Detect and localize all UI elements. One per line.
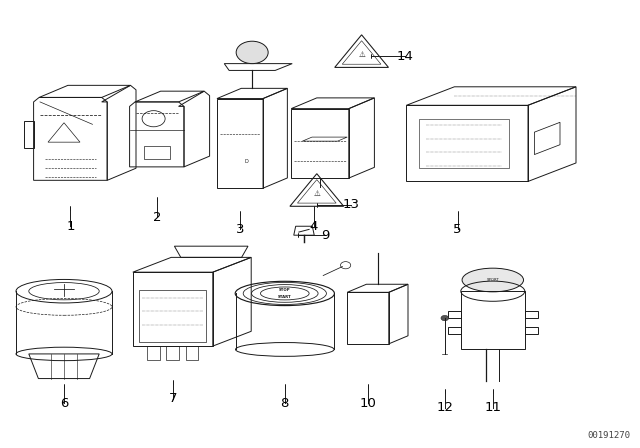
Circle shape xyxy=(236,41,268,64)
Text: ⚠: ⚠ xyxy=(314,189,320,198)
Text: 10: 10 xyxy=(360,396,376,410)
Text: 2: 2 xyxy=(152,211,161,224)
Text: 11: 11 xyxy=(484,401,501,414)
Text: 1: 1 xyxy=(66,220,75,233)
Text: 3: 3 xyxy=(236,223,244,236)
Text: START: START xyxy=(278,295,292,298)
Text: SPORT: SPORT xyxy=(486,278,499,282)
Text: STOP: STOP xyxy=(279,289,291,292)
Text: ⚠: ⚠ xyxy=(358,50,365,59)
Text: 7: 7 xyxy=(168,392,177,405)
Text: D: D xyxy=(244,159,248,164)
Text: 14: 14 xyxy=(397,49,413,63)
Ellipse shape xyxy=(462,268,524,292)
Text: 9: 9 xyxy=(321,228,330,242)
Circle shape xyxy=(441,315,449,321)
Text: 00191270: 00191270 xyxy=(588,431,630,440)
Text: 8: 8 xyxy=(280,396,289,410)
Text: 4: 4 xyxy=(309,220,318,233)
Text: 12: 12 xyxy=(436,401,453,414)
Text: 13: 13 xyxy=(342,198,359,211)
Text: 6: 6 xyxy=(60,396,68,410)
Text: 5: 5 xyxy=(453,223,462,236)
